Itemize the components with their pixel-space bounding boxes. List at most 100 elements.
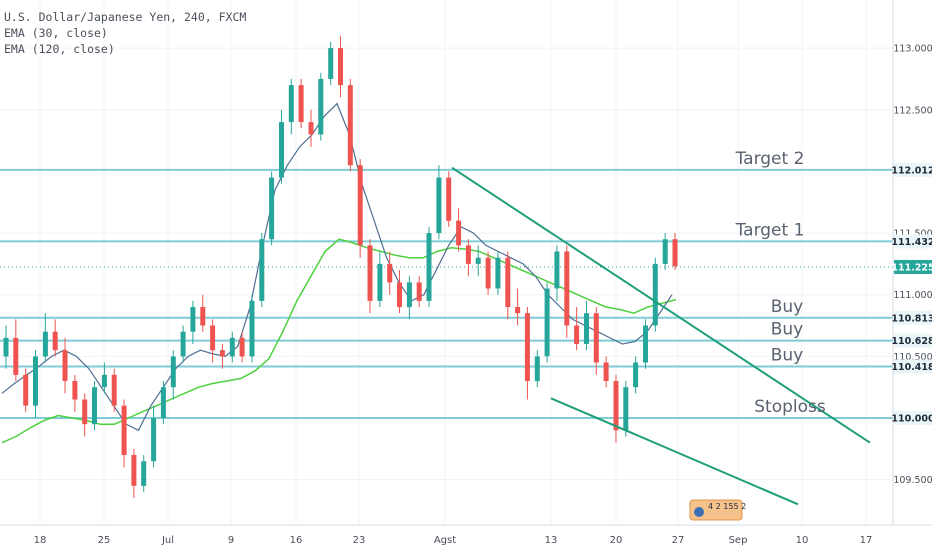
- price-axis-label: 110.628: [891, 336, 932, 347]
- level-annotation: Buy: [771, 297, 804, 317]
- candle-body: [62, 350, 68, 381]
- candle-body: [52, 331, 58, 351]
- time-axis-label: 13: [545, 535, 558, 546]
- candle-body: [495, 257, 501, 289]
- time-axis-label: Agst: [434, 535, 456, 546]
- time-axis-label: 23: [353, 535, 366, 546]
- chart-grid: [0, 0, 893, 525]
- time-axis-label: 20: [610, 535, 623, 546]
- candle-body: [170, 356, 176, 388]
- candle-body: [288, 85, 294, 123]
- candle-body: [151, 418, 157, 462]
- candle-body: [318, 78, 324, 135]
- price-axis-label: 109.500: [893, 475, 932, 486]
- candle-body: [623, 387, 629, 431]
- trendlines[interactable]: [451, 166, 871, 506]
- trendline-upper: [451, 166, 871, 444]
- ema-30-polyline: [1, 102, 673, 432]
- candle-body: [672, 239, 678, 267]
- candle-body: [554, 251, 560, 289]
- candle-body: [633, 362, 639, 388]
- candle-body: [475, 257, 481, 264]
- level-annotation: Buy: [771, 345, 804, 365]
- candle-body: [298, 85, 304, 123]
- candle-body: [347, 85, 353, 166]
- price-axis-label: 110.813: [891, 313, 932, 324]
- price-axis-label: 111.000: [893, 290, 932, 301]
- candle-body: [534, 356, 540, 382]
- candle-body: [397, 282, 402, 308]
- level-annotation: Target 1: [735, 220, 805, 240]
- candle-body: [141, 461, 147, 486]
- candle-body: [92, 387, 97, 425]
- time-axis-label: 9: [228, 535, 234, 546]
- candle-body: [33, 356, 38, 406]
- candle-body: [544, 288, 550, 357]
- candle-body: [377, 263, 383, 301]
- candle-body: [23, 374, 29, 406]
- us-flag-icon: [694, 507, 704, 517]
- level-annotation: Buy: [771, 320, 804, 340]
- candle-body: [524, 313, 530, 381]
- chart-legend: U.S. Dollar/Japanese Yen, 240, FXCM EMA …: [4, 9, 246, 57]
- time-axis-label: Sep: [729, 535, 748, 546]
- ema-120-line: [1, 238, 677, 444]
- trendline-lower: [550, 397, 799, 506]
- price-axis-label: 111.432: [891, 237, 932, 248]
- candle-body: [465, 245, 471, 264]
- candle-body: [180, 331, 186, 357]
- candle-body: [101, 374, 107, 388]
- time-axis-label: Jul: [161, 535, 174, 546]
- candle-body: [338, 48, 343, 86]
- candle-body: [406, 282, 412, 308]
- candle-body: [72, 381, 78, 400]
- price-axis-label: 112.500: [893, 105, 932, 116]
- candle-body: [3, 337, 9, 357]
- candle-body: [416, 282, 422, 301]
- candle-body: [652, 263, 658, 326]
- time-axis-label: 25: [98, 535, 111, 546]
- price-axis-label: 110.418: [891, 362, 932, 373]
- price-levels: [0, 168, 893, 419]
- candle-body: [210, 325, 216, 351]
- candle-body: [259, 239, 265, 301]
- candle-body: [446, 177, 452, 221]
- time-axis-label: 17: [860, 535, 873, 546]
- price-axis-label: 112.012: [891, 165, 932, 176]
- events-badge[interactable]: 4 2 155 2: [689, 499, 746, 521]
- time-axis-label: 16: [290, 535, 303, 546]
- price-axis-label: 111.500: [893, 229, 932, 240]
- candle-body: [111, 374, 117, 406]
- candle-body: [121, 405, 127, 455]
- candle-body: [387, 263, 393, 283]
- candle-body: [190, 307, 196, 332]
- candles: [3, 35, 678, 499]
- candle-body: [485, 257, 491, 289]
- candle-body: [564, 251, 570, 326]
- candle-body: [328, 48, 334, 79]
- candle-body: [456, 220, 462, 246]
- candle-body: [13, 337, 19, 375]
- candle-body: [249, 300, 255, 357]
- ema-30-line: [1, 102, 673, 432]
- legend-symbol: U.S. Dollar/Japanese Yen, 240, FXCM: [4, 10, 247, 24]
- last-price-tag: [894, 259, 932, 274]
- candle-body: [42, 331, 48, 357]
- candle-body: [574, 325, 580, 344]
- price-axis-label: 113.000: [893, 44, 932, 55]
- time-axis[interactable]: 18 25 Jul 9 16 23 Agst 13 20 27 Sep 10 17: [34, 535, 873, 546]
- price-axis-label: 110.000: [891, 414, 932, 425]
- candle-body: [426, 233, 432, 301]
- candle-body: [662, 239, 668, 264]
- candle-body: [308, 122, 314, 135]
- price-level-tag: [894, 411, 932, 425]
- candle-body: [593, 313, 599, 363]
- candle-body: [239, 337, 245, 357]
- time-axis-label: 18: [34, 535, 47, 546]
- candle-body: [613, 381, 619, 431]
- candle-body: [200, 307, 206, 326]
